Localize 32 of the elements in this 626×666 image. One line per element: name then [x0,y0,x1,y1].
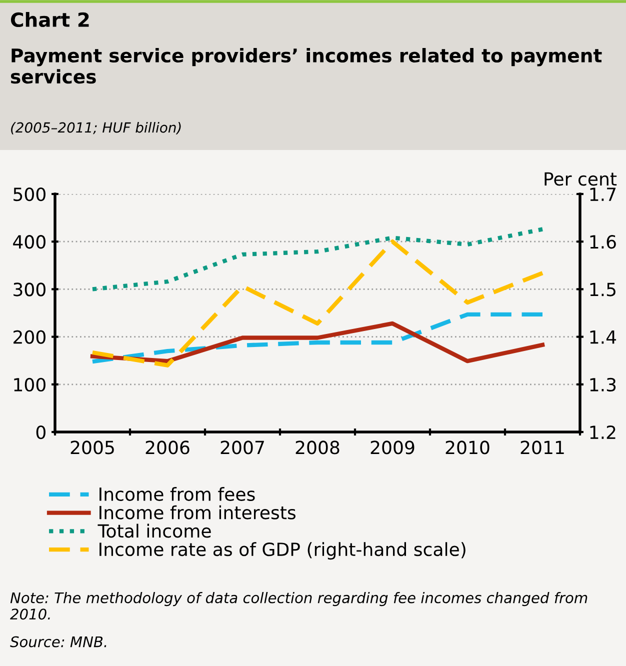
chart-subtitle: Payment service providers’ incomes related to payment services [10,48,602,84]
text: (2005–2011; HUF billion) [11,122,181,134]
y-tick-label: 300 [14,282,46,296]
y-tick-label: 100 [14,378,46,392]
x-tick-label: 2008 [296,440,340,454]
y2-tick-label: 1.3 [590,378,616,392]
x-tick-label: 2006 [146,440,190,454]
chart-title: Chart 2 [10,12,89,28]
y-tick-label: 0 [36,425,46,440]
x-tick-label: 2011 [520,440,564,454]
x-tick-label: 2010 [446,440,490,454]
y-tick-label: 400 [13,235,46,249]
y2-tick-label: 1.7 [590,188,616,201]
text: Note: The methodology of data collection regarding fee incomes changed from 2010. [10,592,588,620]
legend-label: Total income [98,524,211,538]
line-series [90,240,545,368]
y2-tick-label: 1.6 [590,235,616,249]
line-series [90,227,545,292]
legend-label: Income rate as of GDP (right-hand scale) [100,542,466,560]
y2-tick-label: 1.2 [590,425,616,439]
x-tick-label: 2005 [70,440,114,454]
y2-axis-title: Per cent [544,172,617,186]
y2-tick-label: 1.5 [590,282,616,296]
x-tick-label: 2007 [220,440,264,454]
y2-tick-label: 1.4 [590,330,616,344]
legend-label: Income from interests [100,505,296,520]
y-tick-label: 500 [14,187,46,202]
legend-label: Income from fees [100,487,255,502]
source-note: Source: MNB. [10,636,106,648]
x-tick-label: 2009 [370,440,414,454]
y-tick-label: 200 [14,330,46,344]
line-series [90,321,545,364]
